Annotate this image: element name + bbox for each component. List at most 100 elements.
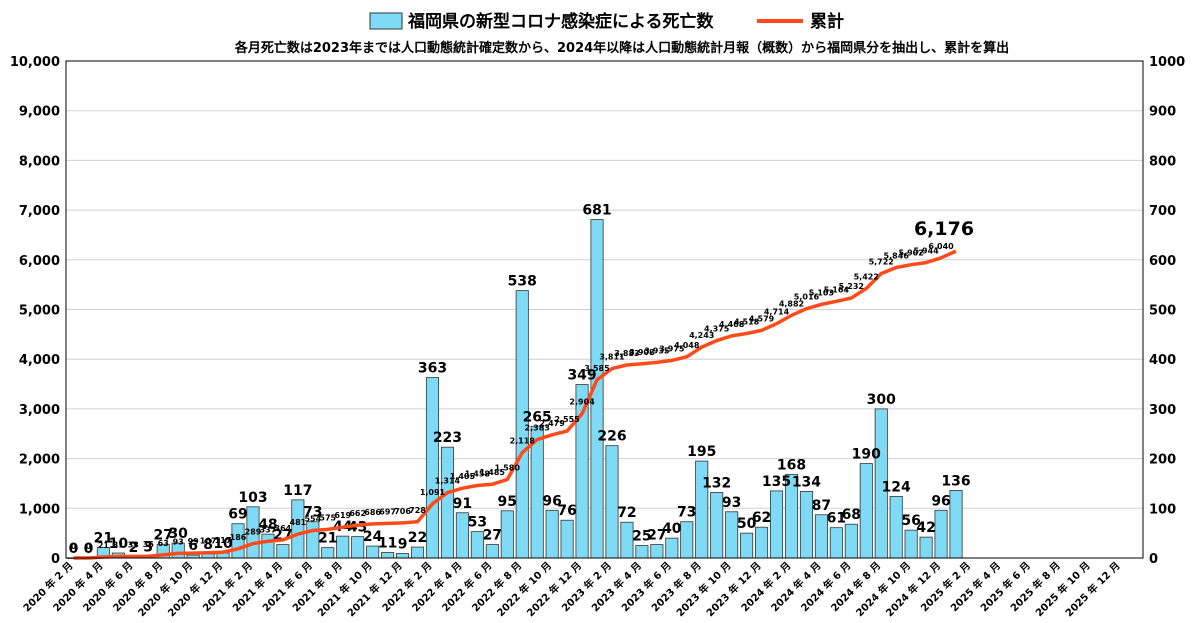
bar [769, 490, 784, 559]
bar-value-label: 24 [363, 529, 383, 545]
y-left-tick-label: 0 [51, 552, 60, 567]
bar-value-label: 124 [882, 479, 911, 495]
bar-value-label: 91 [453, 496, 472, 512]
cumulative-value-label: 4,518 [734, 317, 760, 326]
cumulative-value-label: 0 [71, 542, 77, 551]
cumulative-value-label: 3,883 [614, 349, 639, 358]
bar-value-label: 27 [647, 528, 666, 544]
cumulative-value-label: 364 [275, 524, 292, 533]
cumulative-value-label: 4,243 [689, 331, 714, 340]
bar [680, 521, 694, 559]
bar-value-label: 96 [542, 493, 561, 509]
bar [844, 523, 858, 559]
bar-value-label: 117 [283, 483, 312, 499]
cumulative-value-label: 0 [86, 542, 92, 551]
bar-value-label: 223 [433, 430, 462, 446]
bar [949, 490, 963, 559]
bar [500, 510, 514, 559]
bar-value-label: 363 [418, 361, 447, 377]
cumulative-value-label: 1,580 [495, 463, 521, 472]
cumulative-value-label: 1,485 [480, 468, 506, 477]
bar [605, 445, 619, 559]
y-left-tick-label: 10,000 [10, 55, 60, 70]
cumulative-value-label: 3,935 [644, 346, 670, 355]
chart-subtitle: 各月死亡数は2023年までは人口動態統計確定数から、2024年以降は人口動態統計… [234, 40, 1009, 56]
bar-value-label: 0 [84, 541, 94, 557]
bar-value-label: 681 [582, 203, 611, 219]
cumulative-value-label: 575 [319, 513, 336, 522]
cumulative-value-label: 2,555 [554, 415, 580, 424]
cumulative-value-label: 6,176 [914, 218, 974, 240]
bar-value-label: 69 [228, 507, 247, 523]
bar-value-label: 50 [737, 516, 757, 532]
cumulative-value-label: 21 [98, 541, 110, 550]
cumulative-labels: 0 0 21 31 33 36 63 93 99 107117186289337364481554… [71, 218, 974, 551]
bar [665, 537, 679, 559]
bar-value-label: 135 [762, 474, 791, 490]
cumulative-value-label: 5,232 [839, 282, 864, 291]
cumulative-value-label: 5,422 [854, 273, 879, 282]
bar [755, 526, 769, 559]
bar-value-label: 2 [128, 540, 138, 556]
bar [560, 519, 574, 559]
bar-value-label: 25 [632, 529, 651, 545]
cumulative-value-label: 2,383 [525, 424, 550, 433]
bar-value-label: 40 [662, 521, 682, 537]
y-left-tick-label: 6,000 [19, 254, 60, 269]
legend-bar-label: 福岡県の新型コロナ感染症による死亡数 [407, 11, 714, 32]
bar [859, 463, 873, 559]
y-right-tick-label: 900 [1149, 105, 1176, 120]
cumulative-value-label: 3,585 [584, 364, 610, 373]
y-right-tick-label: 0 [1149, 552, 1158, 567]
cumulative-value-label: 4,579 [749, 314, 775, 323]
cumulative-value-label: 337 [260, 525, 277, 534]
bar [829, 527, 843, 559]
y-right-tick-label: 200 [1149, 453, 1176, 468]
bar-value-label: 73 [677, 505, 696, 521]
bar-value-label: 103 [238, 490, 267, 506]
bar-value-label: 27 [153, 528, 172, 544]
cumulative-value-label: 4,375 [704, 325, 730, 334]
cumulative-value-label: 4,882 [779, 299, 804, 308]
bar [201, 553, 215, 559]
bar-value-label: 11 [378, 536, 397, 552]
y-left-tick-label: 8,000 [19, 154, 60, 169]
cumulative-line-group [73, 249, 957, 560]
bar-value-label: 48 [258, 517, 277, 533]
cumulative-value-label: 4,714 [764, 308, 790, 317]
cumulative-value-label: 1,091 [420, 488, 446, 497]
bar-value-label: 53 [468, 515, 487, 531]
cumulative-value-label: 289 [245, 528, 262, 537]
bar-value-label: 3 [143, 540, 153, 556]
bar-value-label: 136 [941, 473, 970, 489]
bar-value-label: 195 [687, 444, 716, 460]
bar-value-label: 96 [931, 493, 950, 509]
cumulative-value-label: 1,314 [435, 477, 461, 486]
legend-line-label: 累計 [810, 11, 844, 32]
bar-value-label: 190 [852, 447, 881, 463]
bar-value-label: 76 [557, 503, 576, 519]
cumulative-value-label: 117 [215, 536, 232, 545]
cumulative-value-label: 3,975 [659, 344, 685, 353]
bar-value-label: 72 [617, 505, 636, 521]
cumulative-value-label: 107 [200, 537, 217, 546]
bar [635, 545, 649, 559]
bar-value-label: 9 [398, 537, 408, 553]
y-right-tick-label: 600 [1149, 254, 1176, 269]
y-right-ticks: 0 100 200 300 400 500 600 700 800 900 1000 [1149, 55, 1185, 567]
bar-value-label: 0 [69, 541, 79, 557]
cumulative-value-label: 63 [158, 539, 169, 548]
bar-value-label: 22 [408, 530, 427, 546]
bar-value-label: 134 [792, 474, 821, 490]
y-left-tick-label: 4,000 [19, 353, 60, 368]
cumulative-value-label: 5,902 [898, 249, 923, 258]
bar-value-label: 56 [901, 513, 920, 529]
bar-value-label: 168 [777, 458, 806, 474]
cumulative-value-label: 3,908 [629, 348, 655, 357]
cumulative-value-label: 93 [173, 537, 184, 546]
cumulative-value-label: 5,944 [913, 247, 939, 256]
cumulative-value-label: 4,468 [719, 320, 745, 329]
cumulative-value-label: 5,103 [809, 288, 834, 297]
bar [934, 509, 948, 559]
